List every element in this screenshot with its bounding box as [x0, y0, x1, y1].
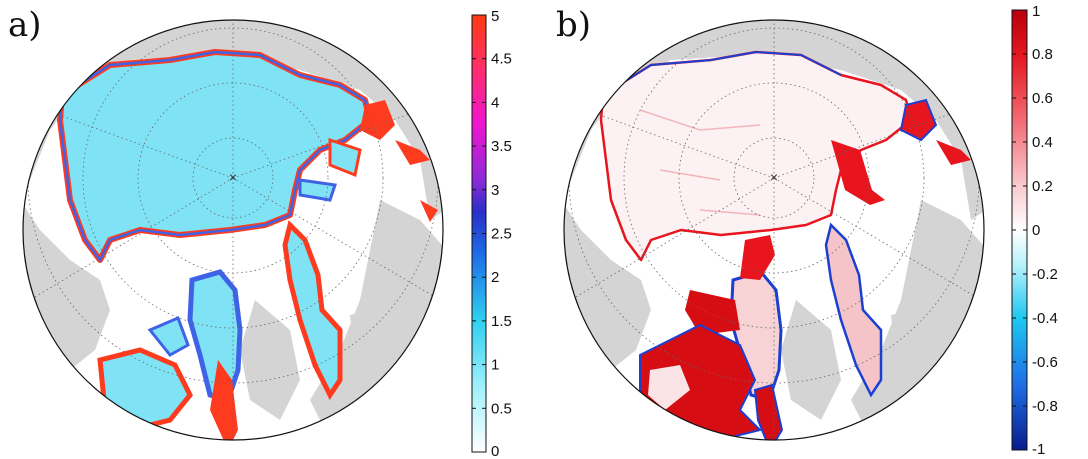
colorbar-b-ticks: -1 -0.8 -0.6 -0.4 -0.2 0 0.2 0.4 0.6 0.8 1	[1012, 3, 1058, 458]
colorbar-a-tick-label: 1.5	[491, 313, 512, 330]
colorbar-b-tick-label: -1	[1032, 441, 1045, 458]
colorbar-b-tick-label: 0	[1032, 222, 1040, 239]
north-pole-marker-b: ×	[770, 169, 778, 185]
north-pole-marker-a: ×	[229, 169, 237, 185]
colorbar-a-tick-label: 3.5	[491, 138, 512, 155]
colorbar-b-tick-label: 0.8	[1032, 46, 1053, 63]
colorbar-a-tick-label: 2	[491, 269, 499, 286]
colorbar-a-ticks: 0 0.5 1 1.5 2 2.5 3 3.5 4 4.5 5	[472, 8, 512, 459]
panel-label-a: a)	[8, 5, 42, 45]
colorbar-a-tick-label: 0	[491, 443, 499, 459]
colorbar-b-tick-label: -0.2	[1032, 266, 1058, 283]
colorbar-b-tick-label: 0.6	[1032, 90, 1053, 107]
colorbar-a-tick-label: 1	[491, 357, 499, 374]
colorbar-b-tick-label: 0.4	[1032, 134, 1053, 151]
colorbar-b-tick-label: -0.8	[1032, 398, 1058, 415]
colorbar-a-tick-label: 3	[491, 182, 499, 199]
colorbar-a-tick-label: 2.5	[491, 226, 512, 243]
colorbar-a: 0 0.5 1 1.5 2 2.5 3 3.5 4 4.5 5	[471, 8, 512, 459]
colorbar-b-tick-label: -0.4	[1032, 310, 1058, 327]
colorbar-a-tick-label: 4.5	[491, 51, 512, 68]
map-border-a	[22, 19, 444, 441]
colorbar-b-tick-label: 1	[1032, 3, 1040, 20]
ice-anomaly-b	[599, 28, 971, 440]
map-b: ×	[563, 19, 985, 441]
colorbar-b-tick-label: -0.6	[1032, 354, 1058, 371]
colorbar-b-tick-label: 0.2	[1032, 178, 1053, 195]
map-a: ×	[22, 19, 444, 441]
colorbar-a-tick-label: 5	[491, 8, 499, 25]
map-border-b	[563, 19, 985, 441]
panel-label-b: b)	[556, 5, 592, 45]
colorbar-a-tick-label: 0.5	[491, 400, 512, 417]
colorbar-a-tick-label: 4	[491, 94, 499, 111]
colorbar-b: -1 -0.8 -0.6 -0.4 -0.2 0 0.2 0.4 0.6 0.8 1	[1011, 3, 1058, 458]
